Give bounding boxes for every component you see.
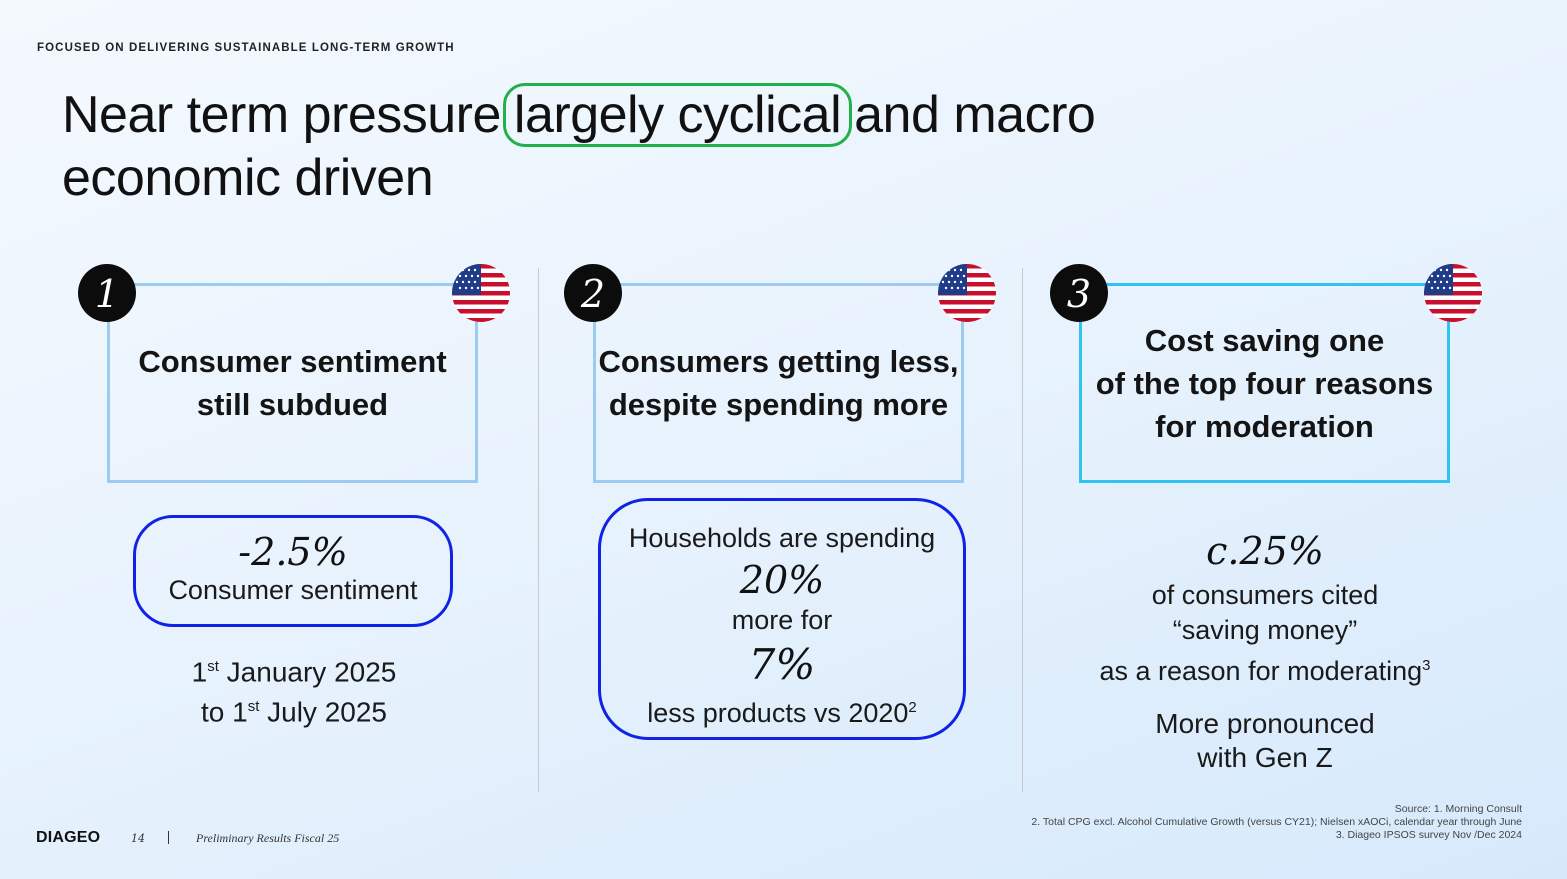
gen-z-note: More pronounced with Gen Z [1155, 708, 1375, 773]
footer-separator [168, 831, 169, 844]
slide-title: Near term pressure largely cyclical and ma… [62, 83, 1262, 210]
page-number: 14 [131, 832, 145, 845]
title-line-2: economic driven [62, 149, 434, 207]
section-eyebrow: FOCUSED ON DELIVERING SUSTAINABLE LONG-T… [37, 42, 455, 54]
diageo-logo: DIAGEO [36, 829, 101, 846]
stat-value-more: 20% [739, 558, 825, 602]
headline: Consumers getting less, despite spending … [598, 344, 959, 422]
date-range: 1st January 2025 to 1st July 2025 [191, 656, 397, 728]
us-flag-icon [1424, 264, 1482, 322]
number-badge: 1 [78, 264, 136, 322]
spending-stat-box: Households are spending 20% more for 7% … [598, 498, 966, 740]
headline: Consumer sentiment still subdued [138, 344, 447, 422]
headline-card: Consumers getting less, despite spending … [593, 283, 964, 483]
source-line: Source: 1. Morning Consult [1394, 803, 1522, 815]
number-badge: 2 [564, 264, 622, 322]
us-flag-icon [938, 264, 996, 322]
stat-line-2: “saving money” [1172, 615, 1358, 645]
headline-card: Cost saving one of the top four reasons fo… [1079, 283, 1450, 483]
column-divider [538, 268, 539, 792]
stat-value: -2.5% [238, 530, 348, 574]
panel-consumers-getting-less: 2 Consumers getting less, despite spendin… [562, 258, 996, 798]
document-title: Preliminary Results Fiscal 25 [196, 831, 340, 845]
us-flag-icon [452, 264, 510, 322]
column-divider [1022, 268, 1023, 792]
sentiment-stat-box: -2.5% Consumer sentiment [133, 515, 453, 627]
title-part-2: and macro [854, 86, 1096, 144]
stat-line-1: of consumers cited [1151, 580, 1379, 610]
headline-card: Consumer sentiment still subdued [107, 283, 478, 483]
stat-value: c.25% [1206, 529, 1324, 573]
number-badge: 3 [1050, 264, 1108, 322]
panel-consumer-sentiment: 1 Consumer sentiment still subdued -2.5% … [76, 258, 510, 798]
stat-label: Consumer sentiment [168, 575, 418, 605]
title-part-1: Near term pressure [62, 86, 501, 144]
headline: Cost saving one of the top four reasons fo… [1095, 322, 1434, 444]
source-line: 3. Diageo IPSOS survey Nov /Dec 2024 [1335, 829, 1522, 841]
source-notes: Source: 1. Morning Consult 2. Total CPG … [1031, 803, 1522, 842]
stat-label-less: less products vs 20202 [647, 698, 917, 728]
title-highlight: largely cyclical [502, 83, 853, 147]
stat-value-less: 7% [748, 640, 816, 689]
stat-line-3: as a reason for moderating3 [1099, 656, 1431, 686]
panel-cost-saving: 3 Cost saving one of the top four reasons… [1048, 258, 1482, 798]
stat-intro: Households are spending [628, 523, 936, 553]
source-line: 2. Total CPG excl. Alcohol Cumulative Gr… [1031, 816, 1522, 828]
saving-stat: c.25% of consumers cited “saving money” … [1063, 526, 1467, 775]
stat-label-more: more for [731, 605, 833, 635]
